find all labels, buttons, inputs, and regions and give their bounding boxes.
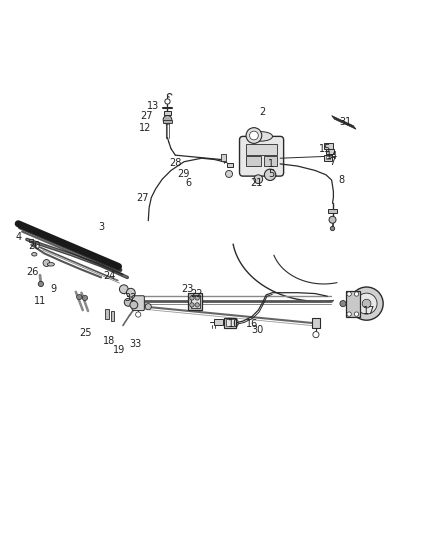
Ellipse shape xyxy=(47,263,54,266)
Text: 33: 33 xyxy=(129,339,141,349)
Bar xyxy=(326,149,334,154)
Text: 3: 3 xyxy=(98,222,104,232)
Circle shape xyxy=(330,227,335,231)
Circle shape xyxy=(329,216,336,223)
Text: 27: 27 xyxy=(141,111,153,121)
Text: 11: 11 xyxy=(34,296,46,305)
Text: 24: 24 xyxy=(103,271,115,281)
Text: 5: 5 xyxy=(268,169,275,179)
Circle shape xyxy=(165,99,170,104)
Text: 8: 8 xyxy=(338,175,344,185)
Circle shape xyxy=(38,281,43,287)
Bar xyxy=(324,155,332,161)
Text: 15: 15 xyxy=(318,144,331,155)
Bar xyxy=(28,239,33,242)
Bar xyxy=(214,319,223,326)
Text: 21: 21 xyxy=(250,177,262,188)
Text: 22: 22 xyxy=(190,288,202,298)
Circle shape xyxy=(362,299,371,308)
Bar xyxy=(191,295,200,308)
Circle shape xyxy=(226,171,233,177)
Circle shape xyxy=(195,296,199,300)
Circle shape xyxy=(124,298,132,306)
Text: 26: 26 xyxy=(26,266,38,277)
FancyBboxPatch shape xyxy=(240,136,284,176)
Bar xyxy=(311,318,320,328)
Bar xyxy=(246,144,277,155)
Circle shape xyxy=(190,296,194,300)
Text: 31: 31 xyxy=(339,117,352,126)
Circle shape xyxy=(265,169,276,181)
Text: 1: 1 xyxy=(268,159,275,169)
Circle shape xyxy=(190,303,194,307)
Circle shape xyxy=(254,175,263,183)
Text: 27: 27 xyxy=(136,192,149,203)
Bar xyxy=(164,111,171,116)
Text: 13: 13 xyxy=(147,101,159,111)
Circle shape xyxy=(356,293,377,314)
Text: 30: 30 xyxy=(251,325,264,335)
Circle shape xyxy=(163,116,172,124)
Bar xyxy=(264,157,277,166)
Bar xyxy=(324,142,333,149)
Circle shape xyxy=(246,128,262,143)
Circle shape xyxy=(195,303,199,307)
Text: 16: 16 xyxy=(246,319,258,329)
Circle shape xyxy=(82,295,88,301)
Text: 25: 25 xyxy=(80,328,92,338)
Ellipse shape xyxy=(248,132,272,141)
Text: 19: 19 xyxy=(113,345,125,356)
Bar xyxy=(188,293,202,310)
Text: 29: 29 xyxy=(177,169,189,179)
Text: 20: 20 xyxy=(28,240,41,251)
Bar xyxy=(246,157,261,166)
Circle shape xyxy=(43,260,50,266)
Circle shape xyxy=(127,288,135,297)
Text: 17: 17 xyxy=(364,306,376,316)
Bar xyxy=(221,154,226,161)
Circle shape xyxy=(340,301,346,306)
Circle shape xyxy=(130,301,138,309)
Bar xyxy=(325,157,330,159)
Bar xyxy=(346,292,360,317)
Text: 14: 14 xyxy=(326,151,339,161)
Bar xyxy=(111,311,114,321)
Circle shape xyxy=(136,312,141,317)
Bar xyxy=(227,163,233,167)
Circle shape xyxy=(120,285,128,294)
Circle shape xyxy=(354,292,359,296)
Circle shape xyxy=(347,312,351,316)
Circle shape xyxy=(354,312,359,316)
Circle shape xyxy=(350,287,383,320)
Text: 2: 2 xyxy=(260,107,266,117)
FancyBboxPatch shape xyxy=(132,296,145,311)
Text: 12: 12 xyxy=(138,123,151,133)
Circle shape xyxy=(313,332,319,338)
Bar xyxy=(106,309,109,319)
Text: 18: 18 xyxy=(103,336,115,346)
Polygon shape xyxy=(332,116,356,129)
Bar xyxy=(224,318,236,328)
Circle shape xyxy=(250,131,258,140)
Text: 10: 10 xyxy=(228,319,240,329)
Text: 9: 9 xyxy=(50,284,56,294)
Text: 4: 4 xyxy=(15,232,21,242)
Text: 6: 6 xyxy=(185,177,191,188)
Bar xyxy=(328,209,337,213)
Circle shape xyxy=(145,304,151,310)
Bar xyxy=(163,120,172,123)
Text: 7: 7 xyxy=(329,157,336,167)
Text: 32: 32 xyxy=(125,293,137,303)
Text: 28: 28 xyxy=(169,158,181,167)
Circle shape xyxy=(347,292,351,296)
Text: 23: 23 xyxy=(181,284,194,294)
Circle shape xyxy=(77,294,82,300)
Bar xyxy=(226,319,234,326)
Ellipse shape xyxy=(32,253,37,256)
